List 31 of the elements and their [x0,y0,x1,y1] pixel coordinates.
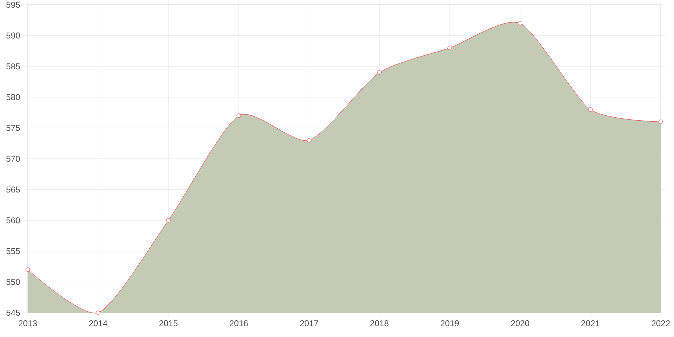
y-tick-label: 560 [6,218,20,224]
point [166,218,171,223]
x-tick-label: 2019 [440,320,460,327]
point [658,120,664,124]
x-tick-label: 2014 [89,320,108,327]
point [236,114,242,118]
point [26,268,30,272]
point [448,46,452,50]
y-tick-label: 575 [6,125,20,132]
y-tick-label: 585 [6,64,20,70]
y-tick-label: 580 [6,94,20,100]
x-tick-label: 2015 [160,320,178,327]
point [96,310,101,316]
y-tick-label: 595 [6,2,20,8]
x-tick-label: 2018 [370,320,389,327]
point [518,21,523,26]
x-tick-label: 2020 [511,320,530,327]
y-tick-label: 570 [6,156,20,162]
point [377,70,382,75]
y-tick-label: 550 [6,279,20,286]
x-tick-label: 2017 [300,320,318,327]
point [307,138,312,143]
x-tick-label: 2016 [230,320,248,327]
y-tick-label: 590 [6,32,20,39]
x-tick-label: 2022 [652,320,670,327]
x-tick-label: 2021 [582,320,600,327]
y-tick-label: 565 [6,186,20,193]
y-tick-label: 555 [6,248,20,254]
point [588,108,593,112]
x-tick-label: 2013 [18,320,38,327]
y-tick-label: 545 [6,310,20,316]
